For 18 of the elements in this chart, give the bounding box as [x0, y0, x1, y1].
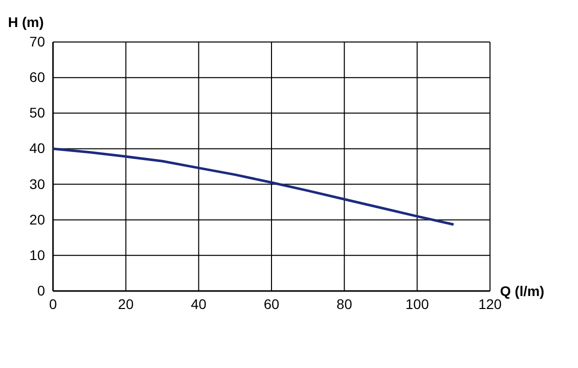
- y-tick-label: 20: [29, 211, 46, 228]
- x-tick-label: 40: [190, 296, 207, 312]
- y-tick-label: 60: [29, 69, 46, 86]
- x-tick-label: 0: [49, 296, 58, 312]
- y-tick-label: 30: [29, 176, 46, 192]
- x-tick-label: 20: [118, 296, 134, 312]
- y-tick-label: 0: [37, 282, 46, 298]
- x-tick-label: 60: [264, 296, 280, 312]
- line-series: [52, 147, 455, 226]
- y-tick-label: 40: [29, 140, 46, 156]
- y-tick-label: 10: [29, 246, 46, 263]
- y-tick-label: 50: [29, 104, 46, 121]
- y-axis-title: H (m): [8, 14, 44, 30]
- x-tick-label: 100: [405, 296, 430, 312]
- x-axis-title: Q (l/m): [500, 283, 544, 299]
- x-tick-label: 120: [478, 296, 502, 312]
- y-tick-label: 70: [29, 33, 46, 50]
- x-tick-label: 80: [336, 296, 352, 312]
